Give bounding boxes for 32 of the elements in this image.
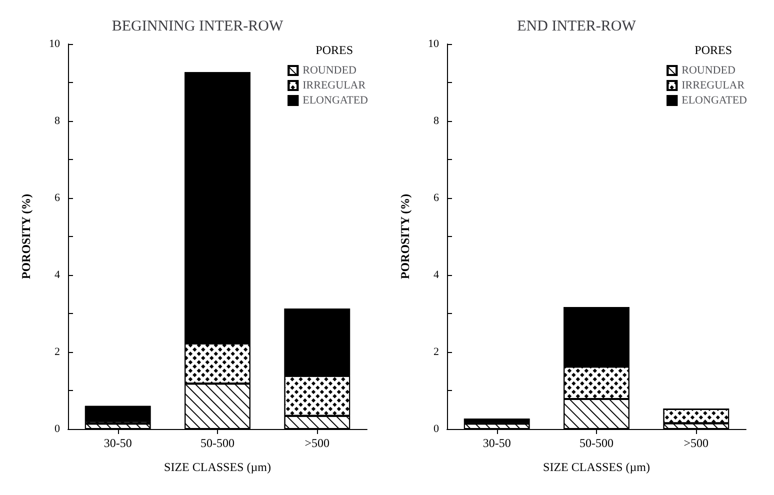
y-tick-label: 8 bbox=[434, 115, 440, 127]
y-axis-title: POROSITY (%) bbox=[398, 194, 412, 280]
y-tick-label: 8 bbox=[54, 115, 60, 127]
x-tick-label: 50-500 bbox=[200, 436, 234, 450]
chart-title: END INTER-ROW bbox=[517, 18, 637, 34]
y-tick-label: 2 bbox=[54, 346, 60, 358]
legend-label: IRREGULAR bbox=[302, 80, 366, 92]
y-tick-label: 6 bbox=[434, 192, 440, 204]
legend-label: ROUNDED bbox=[682, 64, 736, 76]
legend-label: ROUNDED bbox=[302, 64, 356, 76]
x-axis-title: SIZE CLASSES (µm) bbox=[543, 460, 650, 474]
x-tick-label: >500 bbox=[304, 436, 330, 450]
y-tick-label: 6 bbox=[54, 192, 60, 204]
legend-label: IRREGULAR bbox=[682, 80, 746, 92]
legend-label: ELONGATED bbox=[682, 94, 748, 106]
y-tick-label: 2 bbox=[434, 346, 439, 358]
x-tick-label: 50-500 bbox=[580, 436, 614, 450]
x-axis-title: SIZE CLASSES (µm) bbox=[164, 460, 271, 474]
y-tick-label: 0 bbox=[434, 423, 440, 435]
legend-label: ELONGATED bbox=[302, 94, 368, 106]
legend-title: PORES bbox=[316, 43, 354, 57]
chart-title: BEGINNING INTER-ROW bbox=[112, 18, 284, 34]
y-tick-label: 0 bbox=[54, 423, 60, 435]
y-tick-label: 4 bbox=[434, 269, 440, 281]
x-tick-label: 30-50 bbox=[104, 436, 132, 450]
x-tick-label: 30-50 bbox=[482, 436, 511, 450]
x-tick-label: >500 bbox=[684, 436, 709, 450]
y-axis-title: POROSITY (%) bbox=[19, 194, 33, 280]
y-tick-label: 10 bbox=[49, 38, 60, 50]
legend-title: PORES bbox=[694, 43, 732, 57]
y-tick-label: 4 bbox=[54, 269, 60, 281]
y-tick-label: 10 bbox=[428, 38, 440, 50]
